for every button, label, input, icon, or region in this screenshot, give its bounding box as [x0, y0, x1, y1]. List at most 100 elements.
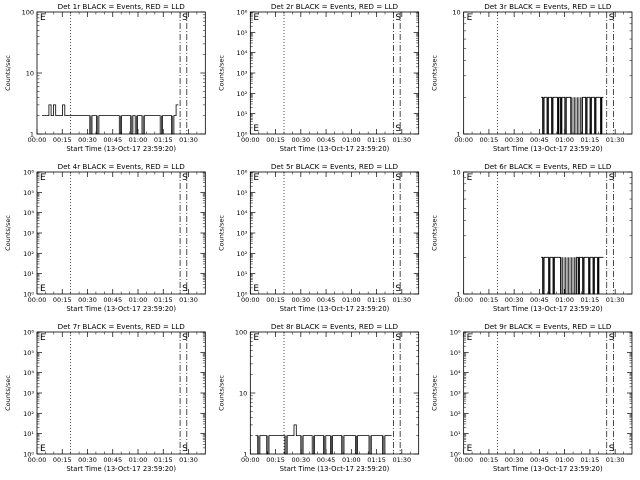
event-marker-S: S [182, 333, 188, 343]
y-tick-label: 10⁰ [236, 291, 247, 299]
panel-2: Det 2r BLACK = Events, RED = LLD 10⁰ 10¹ 10… [217, 2, 420, 153]
x-tick-label: 01:30 [179, 136, 198, 144]
events-trace [255, 424, 392, 455]
y-tick-label: 10⁶ [450, 329, 461, 337]
y-tick-label: 10⁵ [23, 349, 34, 357]
panel-1: Det 1r BLACK = Events, RED = LLD 1 10 100 00… [4, 2, 206, 153]
x-tick-label: 01:00 [129, 296, 148, 304]
x-tick-label: 00:15 [266, 296, 285, 304]
x-tick-label: 00:15 [480, 136, 499, 144]
y-tick-label: 10¹ [236, 270, 247, 278]
panel-title: Det 1r BLACK = Events, RED = LLD [58, 2, 186, 11]
x-tick-label: 00:45 [317, 456, 336, 464]
y-tick-label: 100 [235, 329, 247, 337]
event-marker-S: S [609, 13, 615, 23]
x-tick-label: 00:15 [480, 456, 499, 464]
x-tick-label: 01:30 [392, 136, 411, 144]
event-marker-E-low: E [40, 284, 46, 294]
x-tick-label: 01:15 [154, 136, 173, 144]
y-tick-label: 10⁵ [450, 349, 461, 357]
panel-title: Det 4r BLACK = Events, RED = LLD [58, 162, 186, 171]
x-tick-label: 00:30 [505, 136, 524, 144]
panel-title: Det 9r BLACK = Events, RED = LLD [484, 322, 612, 331]
x-tick-label: 00:15 [480, 296, 499, 304]
x-tick-label: 00:00 [241, 136, 260, 144]
y-tick-label: 10 [239, 390, 247, 398]
x-axis-label: Start Time (13-Oct-17 23:59:20) [280, 305, 390, 313]
y-tick-label: 1 [243, 451, 247, 459]
event-marker-E: E [40, 173, 46, 183]
x-tick-label: 01:30 [392, 456, 411, 464]
y-tick-label: 10³ [23, 230, 34, 238]
event-marker-E: E [467, 13, 473, 23]
y-tick-label: 10⁰ [23, 291, 34, 299]
events-trace [42, 104, 179, 135]
y-tick-label: 10 [452, 9, 460, 17]
x-axis-label: Start Time (13-Oct-17 23:59:20) [493, 465, 603, 473]
x-tick-label: 01:30 [179, 296, 198, 304]
x-tick-label: 00:30 [505, 296, 524, 304]
x-tick-label: 00:30 [291, 296, 310, 304]
x-tick-label: 01:00 [342, 296, 361, 304]
x-tick-label: 01:30 [606, 136, 625, 144]
y-tick-label: 10³ [236, 70, 247, 78]
x-tick-label: 00:15 [53, 136, 72, 144]
x-tick-label: 01:15 [154, 296, 173, 304]
x-tick-label: 00:45 [103, 296, 122, 304]
x-axis-label: Start Time (13-Oct-17 23:59:20) [280, 145, 390, 153]
y-axis-label: Counts/sec [4, 55, 12, 91]
x-tick-label: 01:30 [179, 456, 198, 464]
event-marker-S: S [182, 13, 188, 23]
x-tick-label: 01:00 [555, 136, 574, 144]
y-tick-label: 10⁴ [23, 209, 34, 217]
x-tick-label: 01:00 [342, 136, 361, 144]
y-tick-label: 10² [236, 250, 247, 258]
event-marker-S: S [395, 13, 401, 23]
y-tick-label: 10² [23, 410, 34, 418]
event-marker-E: E [467, 173, 473, 183]
x-tick-label: 00:15 [53, 296, 72, 304]
y-axis-label: Counts/sec [431, 215, 439, 251]
x-tick-label: 01:00 [342, 456, 361, 464]
event-marker-E-low: E [253, 124, 259, 134]
y-tick-label: 10⁵ [236, 29, 247, 37]
event-marker-E-low: E [40, 444, 46, 454]
y-tick-label: 10² [236, 90, 247, 98]
y-tick-label: 10⁴ [450, 369, 461, 377]
panel-6: Det 6r BLACK = Events, RED = LLD 1 10 00:00… [431, 162, 633, 313]
x-tick-label: 01:15 [367, 296, 386, 304]
panel-title: Det 3r BLACK = Events, RED = LLD [484, 2, 612, 11]
y-tick-label: 10 [452, 169, 460, 177]
x-tick-label: 00:45 [103, 136, 122, 144]
x-tick-label: 01:00 [555, 296, 574, 304]
y-tick-label: 10⁶ [23, 329, 34, 337]
y-tick-label: 1 [457, 131, 461, 139]
y-tick-label: 10⁶ [236, 169, 247, 177]
y-tick-label: 10¹ [236, 110, 247, 118]
event-marker-S: S [609, 333, 615, 343]
y-axis-label: Counts/sec [4, 375, 12, 411]
x-tick-label: 00:30 [78, 136, 97, 144]
x-tick-label: 00:45 [317, 296, 336, 304]
event-marker-E: E [253, 173, 259, 183]
y-tick-label: 10⁵ [236, 189, 247, 197]
y-tick-label: 10³ [23, 390, 34, 398]
event-marker-S-low: S [182, 444, 188, 454]
x-tick-label: 00:00 [241, 296, 260, 304]
x-tick-label: 00:00 [454, 136, 473, 144]
event-marker-S: S [395, 333, 401, 343]
x-tick-label: 01:15 [581, 456, 600, 464]
x-tick-label: 00:00 [454, 296, 473, 304]
event-marker-E: E [467, 333, 473, 343]
x-tick-label: 00:45 [530, 296, 549, 304]
event-marker-E-low: E [467, 444, 473, 454]
y-tick-label: 100 [22, 9, 34, 17]
panel-title: Det 8r BLACK = Events, RED = LLD [271, 322, 399, 331]
y-tick-label: 10⁶ [236, 9, 247, 17]
x-tick-label: 01:15 [581, 296, 600, 304]
y-tick-label: 10⁰ [23, 451, 34, 459]
x-tick-label: 00:45 [103, 456, 122, 464]
events-trace [541, 256, 604, 295]
panel-title: Det 5r BLACK = Events, RED = LLD [271, 162, 399, 171]
panel-9: Det 9r BLACK = Events, RED = LLD 10⁰ 10¹ 10… [431, 322, 633, 473]
